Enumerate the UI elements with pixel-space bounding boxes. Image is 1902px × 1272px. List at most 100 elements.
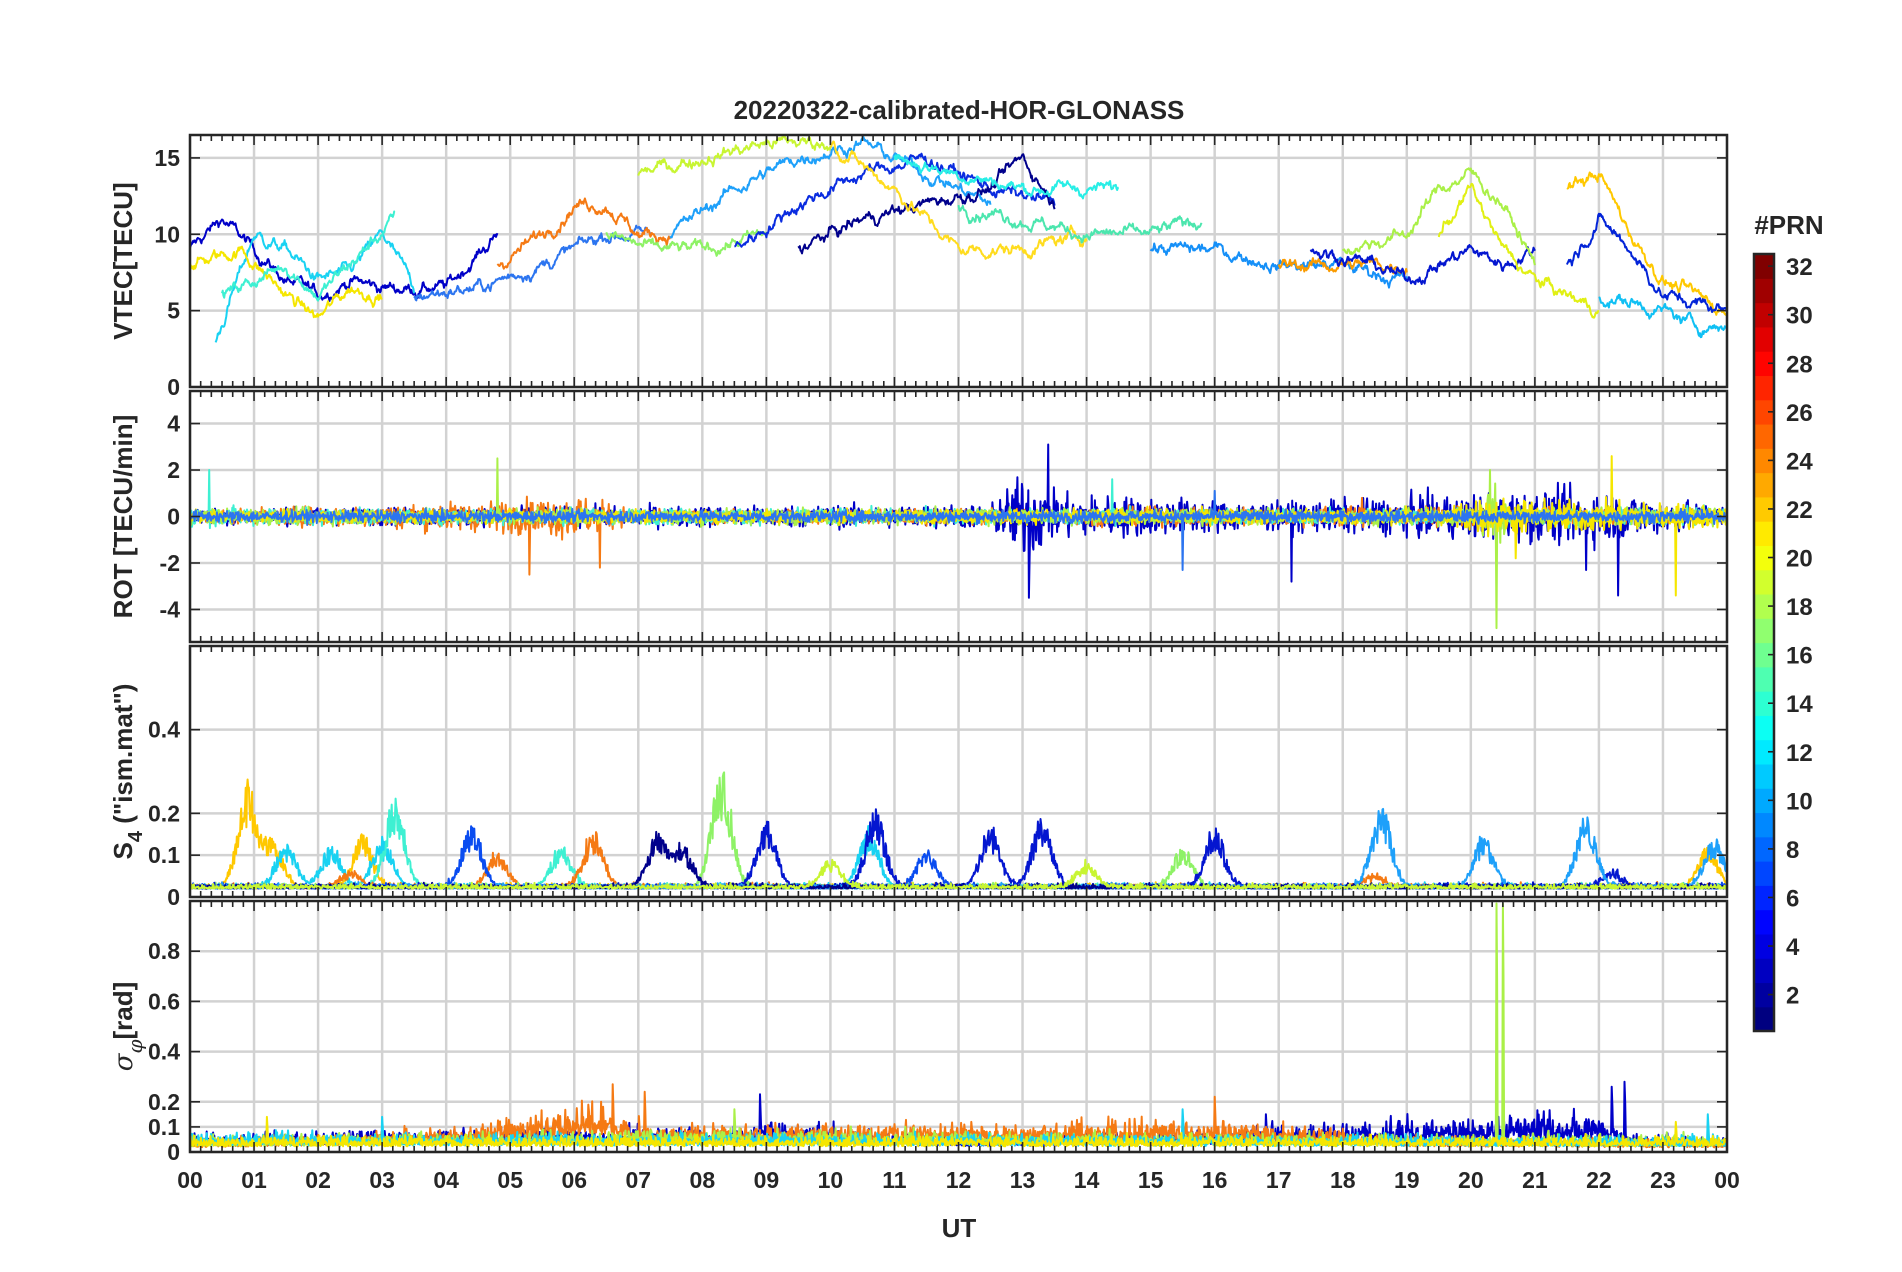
x-tick-label: 09 [754, 1167, 780, 1193]
x-tick-label: 07 [625, 1167, 651, 1193]
x-axis-label: UT [942, 1213, 977, 1243]
y-tick-label: 0 [167, 1139, 180, 1165]
colorbar-swatch [1754, 788, 1774, 814]
x-tick-label: 00 [177, 1167, 203, 1193]
colorbar-swatch [1754, 472, 1774, 498]
colorbar-tick-label: 2 [1786, 983, 1799, 1010]
y-tick-label: 15 [154, 145, 180, 171]
y-tick-label: 10 [154, 221, 180, 247]
y-tick-label: 4 [167, 411, 180, 437]
series-group [190, 135, 1727, 343]
y-tick-label: 0.6 [148, 988, 180, 1014]
series-prn-11 [1598, 293, 1727, 339]
colorbar-swatch [1754, 278, 1774, 304]
series-prn-4 [734, 152, 1056, 248]
colorbar-swatch [1754, 618, 1774, 644]
colorbar-swatch [1754, 861, 1774, 886]
colorbar-tick-label: 8 [1786, 837, 1799, 864]
y-tick-label: 0.2 [148, 1089, 180, 1115]
y-tick-label: 0.1 [148, 842, 180, 868]
x-tick-label: 11 [882, 1167, 907, 1193]
colorbar-swatch [1754, 909, 1774, 935]
y-tick-label: 0 [167, 374, 180, 400]
x-axis: 00 01 02 03 04 05 06 07 08 09 10 11 12 13 14 15 16 17 18 19… [177, 1167, 1740, 1193]
colorbar-swatch [1754, 593, 1774, 619]
colorbar-swatch [1754, 836, 1774, 862]
colorbar-tick-label: 6 [1786, 885, 1799, 912]
panel-4: 00.10.2 0.4 0.6 0.8σφ[rad] [108, 899, 1729, 1165]
x-tick-label: 00 [1714, 1167, 1740, 1193]
colorbar-swatch [1754, 399, 1774, 425]
y-axis-label: VTEC[TECU] [108, 182, 138, 339]
x-tick-label: 12 [946, 1167, 972, 1193]
x-tick-label: 06 [561, 1167, 587, 1193]
y-tick-label: 0.2 [148, 800, 180, 826]
y-tick-label: 0.4 [148, 1039, 180, 1065]
x-tick-label: 05 [497, 1167, 523, 1193]
colorbar-tick-label: 16 [1786, 643, 1813, 670]
x-tick-label: 10 [818, 1167, 844, 1193]
panel-1: 0 5 10 15 VTEC[TECU] [108, 133, 1729, 400]
x-tick-label: 16 [1202, 1167, 1228, 1193]
colorbar-tick-label: 28 [1786, 351, 1813, 378]
colorbar-tick-label: 20 [1786, 546, 1813, 573]
panel-3: 0 0.1 0.2 0.4S4 ("ism.mat") [108, 644, 1729, 910]
colorbar-swatch [1754, 521, 1774, 546]
series-prn-22 [1566, 171, 1727, 316]
colorbar-frame [1752, 252, 1776, 1033]
y-tick-label: 0 [167, 884, 180, 910]
y-tick-label: 2 [167, 457, 180, 483]
colorbar-swatch [1754, 302, 1774, 328]
colorbar-swatch [1754, 739, 1774, 765]
colorbar-tick-label: 14 [1786, 691, 1813, 718]
series-prn-18 [637, 135, 832, 176]
y-tick-label: 5 [167, 298, 180, 324]
colorbar-swatch [1754, 958, 1774, 984]
series-prn-12 [214, 229, 416, 343]
colorbar-tick-label: 18 [1786, 594, 1813, 621]
series-prn-3 [1309, 244, 1536, 286]
x-tick-label: 17 [1266, 1167, 1292, 1193]
series-prn-15 [957, 204, 1203, 244]
y-axis-label: S4 ("ism.mat") [108, 684, 147, 860]
colorbar-swatch [1754, 666, 1774, 692]
colorbar-tick-label: 10 [1786, 788, 1813, 815]
series-prn-9 [1149, 241, 1408, 289]
colorbar-swatch [1754, 326, 1774, 352]
x-tick-label: 22 [1586, 1167, 1612, 1193]
colorbar-swatch [1754, 351, 1774, 377]
series-prn-10 [669, 135, 992, 239]
series-prn-2 [190, 218, 499, 302]
colorbar-swatch [1754, 982, 1774, 1008]
y-axis-label: σφ[rad] [108, 982, 147, 1072]
colorbar-swatch [1754, 933, 1774, 959]
x-tick-label: 15 [1138, 1167, 1164, 1193]
colorbar-tick-label: 32 [1786, 254, 1813, 281]
series-prn-21 [829, 140, 1088, 260]
colorbar-tick-label: 30 [1786, 303, 1813, 330]
x-tick-label: 02 [305, 1167, 331, 1193]
x-tick-label: 13 [1010, 1167, 1036, 1193]
x-tick-label: 14 [1074, 1167, 1100, 1193]
colorbar-swatch [1754, 763, 1774, 789]
colorbar-tick-label: 22 [1786, 497, 1813, 524]
colorbar-swatch [1754, 569, 1774, 595]
series-prn-5 [1565, 212, 1727, 313]
colorbar-swatch [1754, 448, 1774, 474]
series-prn-20 [190, 245, 383, 319]
series-prn-16 [605, 229, 768, 257]
series-group [190, 443, 1727, 630]
colorbar-tick-label: 4 [1786, 934, 1800, 961]
colorbar-tick-label: 26 [1786, 400, 1813, 427]
y-tick-label: -4 [160, 596, 181, 622]
x-tick-label: 21 [1522, 1167, 1548, 1193]
colorbar-label: #PRN [1754, 210, 1823, 240]
y-tick-label: 0 [167, 504, 180, 530]
colorbar-swatch [1754, 423, 1774, 449]
series-prn-17 [1341, 167, 1536, 266]
colorbar-swatch [1754, 812, 1774, 838]
panel-2: -4 -2 0 2 4 ROT [TECU/min] [108, 389, 1729, 644]
y-tick-label: -2 [160, 550, 180, 576]
x-tick-label: 04 [433, 1167, 459, 1193]
